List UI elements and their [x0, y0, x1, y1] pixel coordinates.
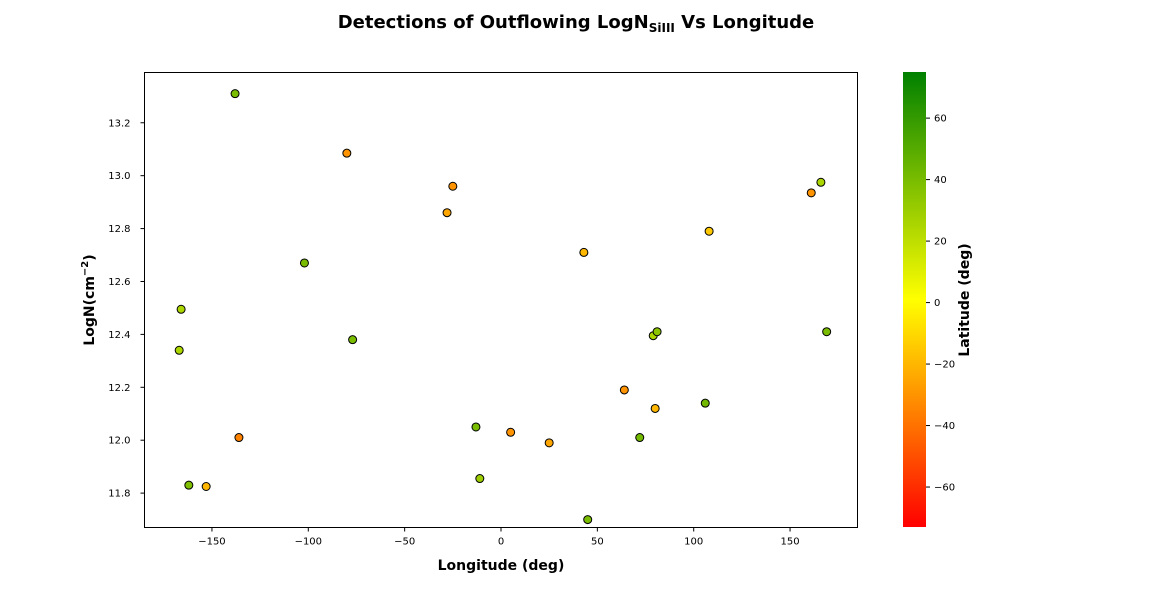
scatter-point [579, 247, 589, 257]
scatter-point [475, 474, 485, 484]
scatter-point [442, 208, 452, 218]
x-axis-label: Longitude (deg) [438, 558, 565, 574]
chart-title-suffix: Vs Longitude [675, 12, 814, 33]
x-tick-label: 150 [781, 537, 800, 548]
scatter-point [816, 177, 826, 187]
colorbar-axis: −60 −40 −20 0 20 40 60 [926, 114, 955, 494]
colorbar-tick-label: −40 [934, 421, 955, 432]
scatter-point [583, 515, 593, 525]
scatter-point [348, 335, 358, 345]
x-tick-label: 100 [684, 537, 703, 548]
scatter-point [506, 427, 516, 437]
scatter-point [704, 226, 714, 236]
y-axis-label-sup: −2 [80, 261, 91, 276]
y-tick-label: 13.2 [108, 118, 130, 129]
x-tick-label: −150 [198, 537, 225, 548]
y-tick-label: 11.8 [108, 489, 130, 500]
scatter-point [234, 433, 244, 443]
y-tick-label: 12.2 [108, 383, 130, 394]
y-axis-label-close: ) [82, 254, 98, 260]
scatter-point [806, 188, 816, 198]
y-tick-label: 12.6 [108, 277, 130, 288]
colorbar-tick-label: 0 [934, 298, 940, 309]
y-axis: 11.8 12.0 12.2 12.4 12.6 12.8 13.0 13.2 [108, 118, 145, 500]
colorbar-tick-label: −20 [934, 360, 955, 371]
x-tick-label: −100 [295, 537, 322, 548]
y-tick-label: 12.4 [108, 330, 130, 341]
scatter-point [174, 345, 184, 355]
scatter-point [652, 327, 662, 337]
y-tick-label: 12.0 [108, 436, 130, 447]
colorbar-tick-label: 20 [934, 237, 947, 248]
scatter-point [299, 258, 309, 268]
scatter-point [700, 398, 710, 408]
chart-title-subscript: SiIII [649, 21, 675, 35]
scatter-point [822, 327, 832, 337]
colorbar-tick-label: 40 [934, 175, 947, 186]
x-tick-label: 50 [591, 537, 604, 548]
scatter-point [471, 422, 481, 432]
scatter-point [230, 89, 240, 99]
scatter-point [635, 433, 645, 443]
chart-title-prefix: Detections of Outflowing LogN [338, 12, 649, 33]
y-tick-label: 13.0 [108, 171, 130, 182]
y-tick-label: 12.8 [108, 224, 130, 235]
y-axis-label: LogN(cm−2) [80, 254, 98, 345]
plot-frame [144, 72, 858, 528]
scatter-point [619, 385, 629, 395]
x-axis: −150 −100 −50 0 50 100 150 [198, 527, 800, 548]
colorbar-label: Latitude (deg) [957, 243, 973, 356]
scatter-point [176, 304, 186, 314]
scatter-point [448, 181, 458, 191]
colorbar-tick-label: −60 [934, 483, 955, 494]
scatter-point [201, 481, 211, 491]
y-axis-label-main: LogN(cm [82, 276, 98, 346]
x-tick-label: 0 [498, 537, 504, 548]
scatter-point [650, 403, 660, 413]
scatter-point [544, 438, 554, 448]
scatter-point [342, 148, 352, 158]
colorbar [903, 72, 926, 527]
colorbar-tick-label: 60 [934, 114, 947, 125]
chart-title: Detections of Outflowing LogNSiIII Vs Lo… [338, 12, 815, 35]
scatter-points [174, 89, 832, 525]
scatter-point [184, 480, 194, 490]
x-tick-label: −50 [394, 537, 415, 548]
